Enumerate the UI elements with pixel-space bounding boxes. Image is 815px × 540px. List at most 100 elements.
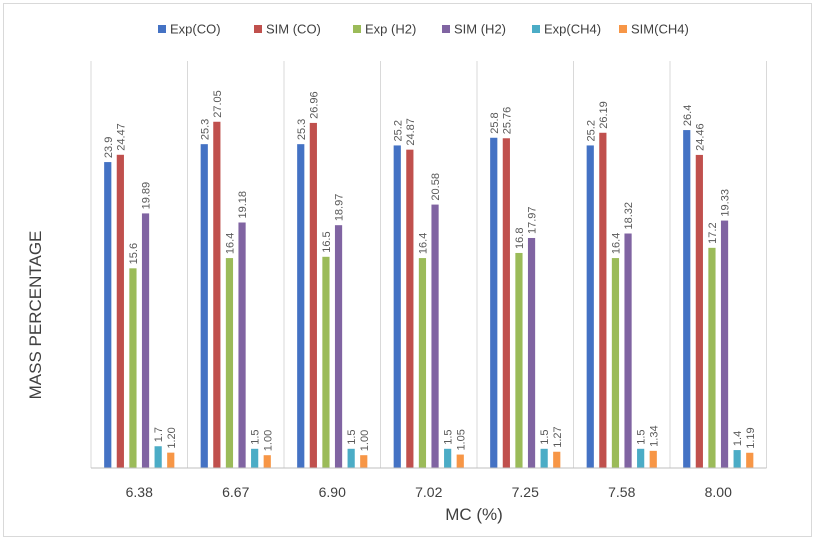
bar — [347, 448, 355, 468]
bar — [624, 233, 632, 468]
data-label: 24.87 — [405, 118, 417, 146]
bar — [502, 138, 510, 468]
x-tick-label: 6.38 — [126, 484, 153, 500]
x-tick-label: 7.25 — [512, 484, 539, 500]
bar — [708, 247, 716, 468]
data-label: 25.76 — [501, 107, 513, 135]
data-label: 1.27 — [552, 426, 564, 447]
bar — [167, 452, 175, 468]
bar — [611, 258, 620, 468]
data-label: 26.96 — [308, 91, 320, 119]
data-label: 1.4 — [732, 431, 744, 446]
bar — [720, 220, 729, 468]
x-tick-label: 8.00 — [705, 484, 732, 500]
data-label: 1.5 — [539, 430, 551, 445]
bar — [637, 448, 645, 468]
legend-swatch — [442, 25, 450, 33]
data-label: 24.47 — [115, 123, 127, 151]
x-tick-label: 7.58 — [608, 484, 635, 500]
bar — [695, 154, 703, 469]
data-label: 25.3 — [296, 119, 308, 140]
data-label: 25.8 — [489, 112, 501, 133]
bar — [527, 237, 536, 468]
data-label: 16.8 — [514, 228, 526, 249]
bar — [213, 121, 221, 468]
data-label: 24.46 — [694, 123, 706, 151]
x-tick-label: 6.67 — [222, 484, 249, 500]
bar — [649, 450, 657, 468]
data-label: 25.3 — [199, 119, 211, 140]
data-label: 25.2 — [585, 120, 597, 141]
bar — [334, 225, 343, 468]
data-label: 26.19 — [598, 101, 610, 129]
bar — [238, 222, 246, 468]
bar — [683, 130, 691, 468]
bar — [515, 252, 523, 468]
data-label: 18.32 — [623, 202, 635, 230]
legend-swatch — [158, 25, 166, 33]
bar — [456, 454, 464, 468]
bar — [116, 154, 124, 468]
bar — [263, 455, 271, 468]
data-label: 27.05 — [212, 90, 224, 118]
legend-label: Exp (H2) — [365, 22, 416, 37]
bar — [540, 448, 548, 468]
x-axis-title: MC (%) — [445, 505, 503, 524]
x-tick-label: 6.90 — [319, 484, 346, 500]
data-label: 19.33 — [720, 189, 732, 217]
data-label: 19.18 — [237, 191, 249, 219]
bar — [586, 145, 594, 468]
legend-swatch — [254, 25, 262, 33]
data-label: 15.6 — [128, 243, 140, 264]
legend-label: SIM (H2) — [454, 22, 506, 37]
data-label: 23.9 — [103, 137, 115, 158]
legend-label: Exp(CO) — [170, 22, 221, 37]
bar — [393, 145, 401, 468]
bar — [322, 256, 330, 468]
y-axis-title: MASS PERCENTAGE — [26, 231, 45, 400]
bar — [406, 149, 414, 468]
data-label: 16.4 — [224, 233, 236, 254]
data-label: 1.5 — [443, 430, 455, 445]
data-label: 16.5 — [321, 231, 333, 252]
bar — [360, 455, 368, 468]
bar — [309, 122, 317, 469]
bar — [297, 144, 305, 468]
legend-swatch — [353, 25, 361, 33]
data-label: 1.05 — [455, 429, 467, 450]
bar — [599, 132, 607, 468]
legend: Exp(CO) SIM (CO) Exp (H2) SIM (H2) Exp(CH4) S… — [158, 22, 689, 37]
data-label: 1.19 — [745, 427, 757, 448]
data-label: 25.2 — [392, 120, 404, 141]
legend-label: Exp(CH4) — [544, 22, 601, 37]
x-tick-label: 7.02 — [415, 484, 442, 500]
legend-swatch — [532, 25, 540, 33]
data-label: 17.2 — [707, 222, 719, 243]
bar — [431, 204, 439, 469]
bar — [129, 268, 137, 468]
legend-swatch — [619, 25, 627, 33]
bar — [154, 446, 162, 468]
bar — [733, 450, 741, 468]
bar — [444, 448, 452, 468]
data-label: 1.20 — [166, 427, 178, 448]
bar — [418, 258, 427, 468]
data-label: 1.5 — [636, 430, 648, 445]
legend-label: SIM (CO) — [266, 22, 321, 37]
data-label: 1.34 — [648, 425, 660, 446]
bar — [225, 258, 234, 468]
bar — [490, 137, 498, 468]
data-label: 19.89 — [141, 182, 153, 210]
bar — [200, 144, 208, 468]
data-label: 17.97 — [527, 206, 539, 234]
bar — [553, 451, 561, 468]
data-label: 20.58 — [430, 173, 442, 201]
data-label: 18.97 — [334, 194, 346, 222]
legend-label: SIM(CH4) — [631, 22, 689, 37]
data-label: 16.4 — [610, 233, 622, 254]
data-label: 1.00 — [262, 430, 274, 451]
data-label: 1.00 — [359, 430, 371, 451]
data-label: 1.7 — [153, 427, 165, 442]
